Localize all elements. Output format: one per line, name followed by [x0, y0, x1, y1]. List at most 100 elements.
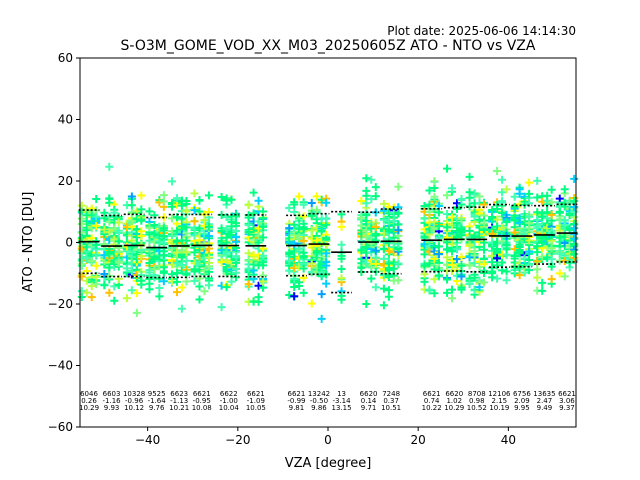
- scatter-point: [204, 232, 213, 241]
- bin-count-label: 12106: [488, 390, 511, 398]
- scatter-point: [498, 223, 507, 232]
- scatter-point: [371, 192, 380, 201]
- bin-count-label: 10328: [123, 390, 145, 398]
- bin-count-label: 6620: [360, 390, 378, 398]
- scatter-point: [525, 260, 534, 269]
- scatter-point: [394, 182, 403, 191]
- scatter-point: [555, 207, 564, 216]
- scatter-point: [493, 167, 502, 176]
- scatter-point: [150, 265, 159, 274]
- scatter-point: [222, 194, 231, 203]
- scatter-point: [434, 242, 443, 251]
- scatter-point: [145, 268, 154, 277]
- scatter-point: [362, 226, 371, 235]
- scatter-point: [570, 224, 579, 233]
- scatter-point: [195, 224, 204, 233]
- x-tick-label: −40: [135, 433, 160, 447]
- scatter-point: [204, 262, 213, 271]
- bin-count-label: 7248: [382, 390, 400, 398]
- scatter-point: [322, 279, 331, 288]
- scatter-point: [362, 300, 371, 309]
- scatter-point: [371, 246, 380, 255]
- scatter-point: [190, 189, 199, 198]
- y-tick-label: −20: [48, 297, 73, 311]
- bin-count-label: 8708: [468, 390, 486, 398]
- scatter-point: [254, 297, 263, 306]
- scatter-point: [167, 177, 176, 186]
- bin-count-label: 6621: [423, 390, 441, 398]
- scatter-point: [448, 294, 456, 303]
- scatter-point: [290, 220, 299, 229]
- scatter-point: [122, 264, 131, 273]
- scatter-point: [195, 295, 204, 304]
- scatter-point: [200, 229, 209, 238]
- scatter-point: [299, 212, 308, 221]
- y-tick-label: 20: [58, 174, 73, 188]
- scatter-point: [520, 200, 529, 209]
- scatter-point: [493, 215, 502, 224]
- scatter-point: [244, 201, 253, 210]
- bin-count-label: 6621: [558, 390, 576, 398]
- scatter-point: [480, 219, 489, 228]
- scatter-point: [470, 251, 479, 260]
- scatter-point: [371, 230, 380, 239]
- bin-mean-label: 2.09: [514, 397, 530, 405]
- scatter-point: [379, 199, 388, 208]
- scatter-point: [533, 257, 542, 266]
- scatter-point: [498, 175, 507, 184]
- bin-mean-label: -0.99: [287, 397, 305, 405]
- scatter-point: [488, 214, 497, 223]
- scatter-point: [244, 221, 253, 230]
- scatter-point: [155, 292, 164, 301]
- scatter-point: [100, 281, 109, 290]
- scatter-point: [254, 196, 263, 205]
- bin-count-label: 13: [337, 390, 346, 398]
- scatter-point: [443, 191, 452, 200]
- scatter-point: [465, 193, 474, 202]
- scatter-point: [434, 266, 443, 275]
- scatter-point: [182, 223, 191, 232]
- scatter-point: [114, 243, 123, 252]
- scatter-point: [533, 208, 542, 217]
- scatter-point: [357, 246, 366, 255]
- scatter-point: [105, 250, 114, 259]
- scatter-point: [167, 260, 176, 269]
- scatter-point: [510, 192, 519, 201]
- scatter-point: [457, 228, 466, 237]
- scatter-point: [520, 230, 529, 239]
- scatter-point: [227, 195, 236, 204]
- scatter-point: [520, 254, 529, 263]
- scatter-point: [159, 239, 168, 248]
- bin-std-label: 10.22: [422, 404, 442, 412]
- scatter-point: [317, 195, 326, 204]
- scatter-point: [87, 257, 96, 266]
- scatter-point: [82, 252, 91, 261]
- scatter-point: [425, 259, 434, 268]
- bin-count-label: 6046: [80, 390, 98, 398]
- scatter-point: [538, 278, 547, 287]
- scatter-point: [434, 250, 443, 259]
- bin-std-label: 10.21: [169, 404, 189, 412]
- scatter-point: [488, 206, 497, 215]
- scatter-point: [159, 247, 168, 256]
- scatter-point: [295, 192, 304, 201]
- scatter-point: [259, 271, 268, 280]
- scatter-point: [105, 162, 114, 171]
- scatter-point: [122, 294, 131, 303]
- scatter-point: [502, 185, 511, 194]
- scatter-point: [367, 239, 376, 248]
- scatter-point: [337, 222, 346, 231]
- scatter-point: [465, 261, 474, 270]
- scatter-point: [457, 272, 466, 281]
- scatter-point: [105, 194, 114, 203]
- scatter-point: [510, 228, 519, 237]
- scatter-point: [394, 226, 403, 235]
- bin-std-label: 9.76: [149, 404, 165, 412]
- bin-mean-label: -0.95: [193, 397, 211, 405]
- scatter-point: [87, 282, 96, 291]
- scatter-point: [560, 221, 569, 230]
- scatter-point: [425, 285, 434, 294]
- scatter-point: [145, 285, 154, 294]
- bin-statistics-layer: 60460.2610.296603-1.169.9310328-0.9610.1…: [78, 203, 578, 412]
- bin-count-label: 13242: [308, 390, 330, 398]
